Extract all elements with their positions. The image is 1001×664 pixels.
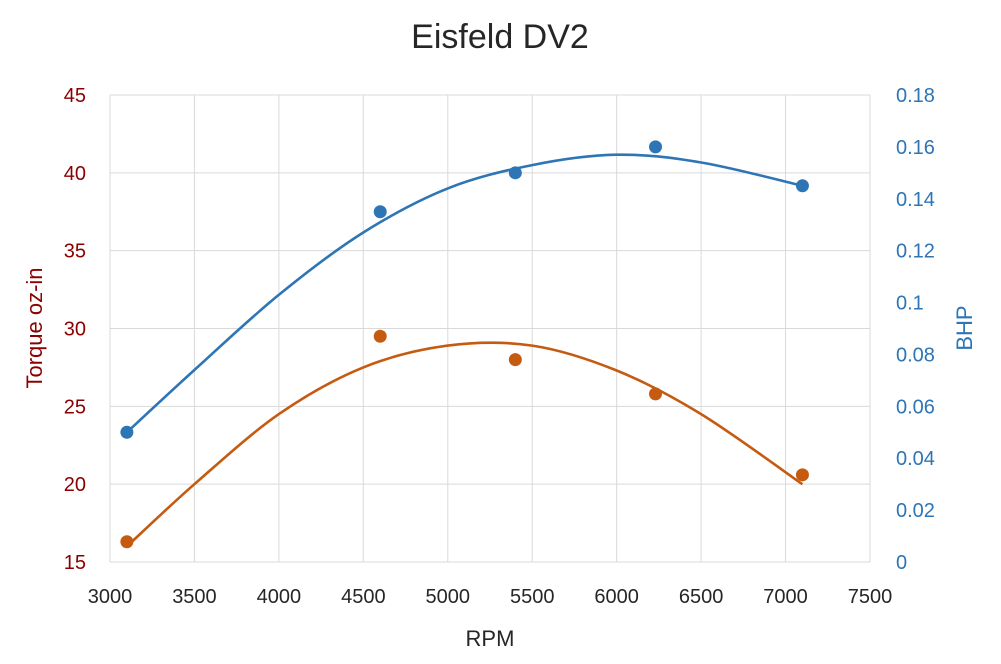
y2-tick-label: 0.14 [896, 189, 935, 211]
x-tick-label: 7500 [848, 586, 893, 608]
x-tick-label: 3500 [172, 586, 217, 608]
y2-tick-label: 0.1 [896, 293, 924, 315]
y2-tick-label: 0.06 [896, 396, 935, 418]
y2-axis-label: BHP [952, 305, 977, 350]
y2-axis-ticks: 0 0.02 0.04 0.06 0.08 0.1 0.12 0.14 0.16 0.18 [896, 85, 935, 574]
x-tick-label: 3000 [88, 586, 133, 608]
x-tick-label: 4500 [341, 586, 386, 608]
data-point-torque [373, 329, 387, 343]
x-tick-label: 6500 [679, 586, 724, 608]
trendlines [126, 153, 804, 548]
data-point-bhp [508, 166, 522, 180]
x-tick-label: 7000 [763, 586, 808, 608]
y2-tick-label: 0.18 [896, 85, 935, 107]
x-tick-label: 5000 [426, 586, 471, 608]
y2-tick-label: 0 [896, 552, 907, 574]
y-tick-label: 15 [64, 552, 86, 574]
y-tick-label: 20 [64, 474, 86, 496]
y2-tick-label: 0.02 [896, 500, 935, 522]
data-point-bhp [649, 140, 663, 154]
data-point-torque [795, 468, 809, 482]
data-points [120, 140, 809, 549]
y-tick-label: 30 [64, 319, 86, 341]
x-tick-label: 6000 [594, 586, 639, 608]
data-point-torque [649, 387, 663, 401]
chart-title: Eisfeld DV2 [411, 18, 589, 56]
y-axis-ticks: 15 20 25 30 35 40 45 [64, 85, 86, 574]
grid [109, 94, 871, 563]
y2-tick-label: 0.08 [896, 344, 935, 366]
data-point-bhp [120, 425, 134, 439]
x-axis-ticks: 3000 3500 4000 4500 5000 5500 6000 6500 7000 7500 [88, 586, 893, 608]
y2-tick-label: 0.16 [896, 137, 935, 159]
y-tick-label: 45 [64, 85, 86, 107]
trendline-torque [126, 341, 804, 548]
data-point-bhp [795, 179, 809, 193]
data-point-torque [120, 535, 134, 549]
data-point-bhp [373, 205, 387, 219]
trendline-bhp [126, 153, 803, 434]
x-tick-label: 4000 [257, 586, 302, 608]
x-axis-label: RPM [466, 626, 515, 651]
y-tick-label: 40 [64, 163, 86, 185]
y-tick-label: 35 [64, 241, 86, 263]
y2-tick-label: 0.04 [896, 448, 935, 470]
data-point-torque [508, 353, 522, 367]
y2-tick-label: 0.12 [896, 241, 935, 263]
y-axis-label: Torque oz-in [22, 267, 47, 388]
x-tick-label: 5500 [510, 586, 555, 608]
y-tick-label: 25 [64, 396, 86, 418]
